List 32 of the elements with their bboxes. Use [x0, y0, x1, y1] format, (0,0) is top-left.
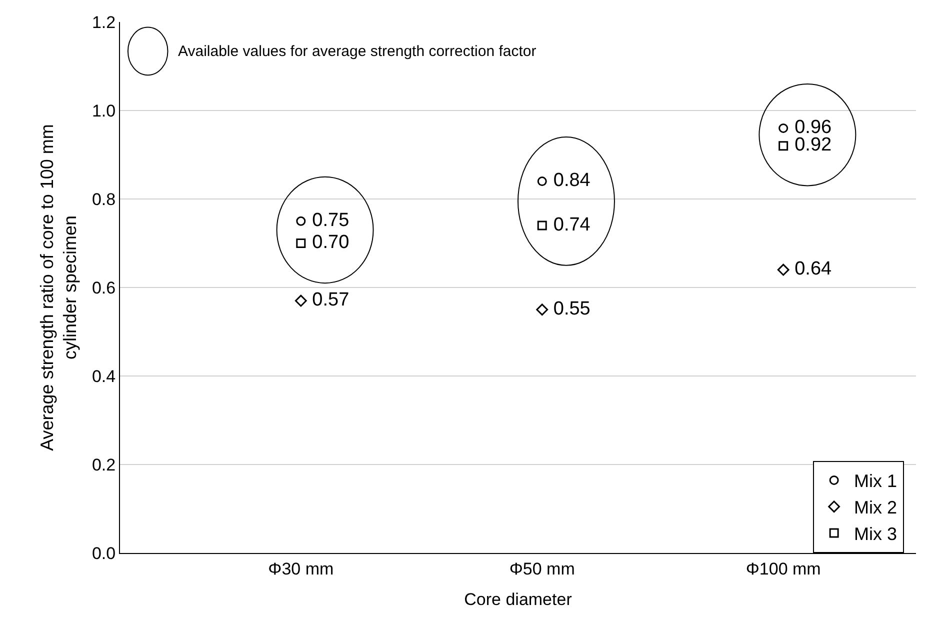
data-label: 0.74	[548, 214, 591, 236]
data-label: 0.84	[548, 170, 591, 192]
y-tick-label: 1.2	[92, 12, 116, 32]
point	[536, 304, 548, 316]
legend-label: Mix 1	[854, 471, 898, 492]
x-axis-title: Core diameter	[464, 590, 572, 609]
y-tick-label: 0.2	[92, 455, 116, 474]
data-label: 0.75	[306, 210, 350, 231]
point	[778, 123, 788, 133]
legend-label: Mix 2	[854, 498, 898, 518]
point	[296, 216, 306, 226]
point	[294, 294, 307, 307]
x-tick-label: Φ50 mm	[509, 559, 575, 578]
data-label: 0.70	[306, 232, 350, 253]
data-label: 0.64	[789, 258, 832, 280]
annotation: Available values for average strength correction factor	[178, 43, 536, 60]
point	[537, 220, 547, 230]
point	[296, 238, 306, 248]
point	[777, 264, 790, 276]
y-axis-title: Average strength ratio of core to 100 mm cylinder specimen	[36, 124, 80, 451]
y-tick-label: 1.0	[92, 101, 116, 120]
data-label: 0.57	[306, 290, 350, 311]
y-tick-label: 0.0	[92, 544, 116, 563]
point	[537, 176, 547, 186]
point	[778, 141, 788, 151]
x-tick-label: Φ30 mm	[268, 559, 334, 578]
y-tick-label: 0.6	[92, 278, 116, 298]
data-label: 0.55	[548, 298, 590, 320]
y-tick-label: 0.4	[92, 366, 116, 386]
x-tick-label: Φ100 mm	[746, 559, 821, 578]
legend-label: Mix 3	[854, 524, 898, 544]
y-tick-label: 0.8	[92, 190, 116, 209]
